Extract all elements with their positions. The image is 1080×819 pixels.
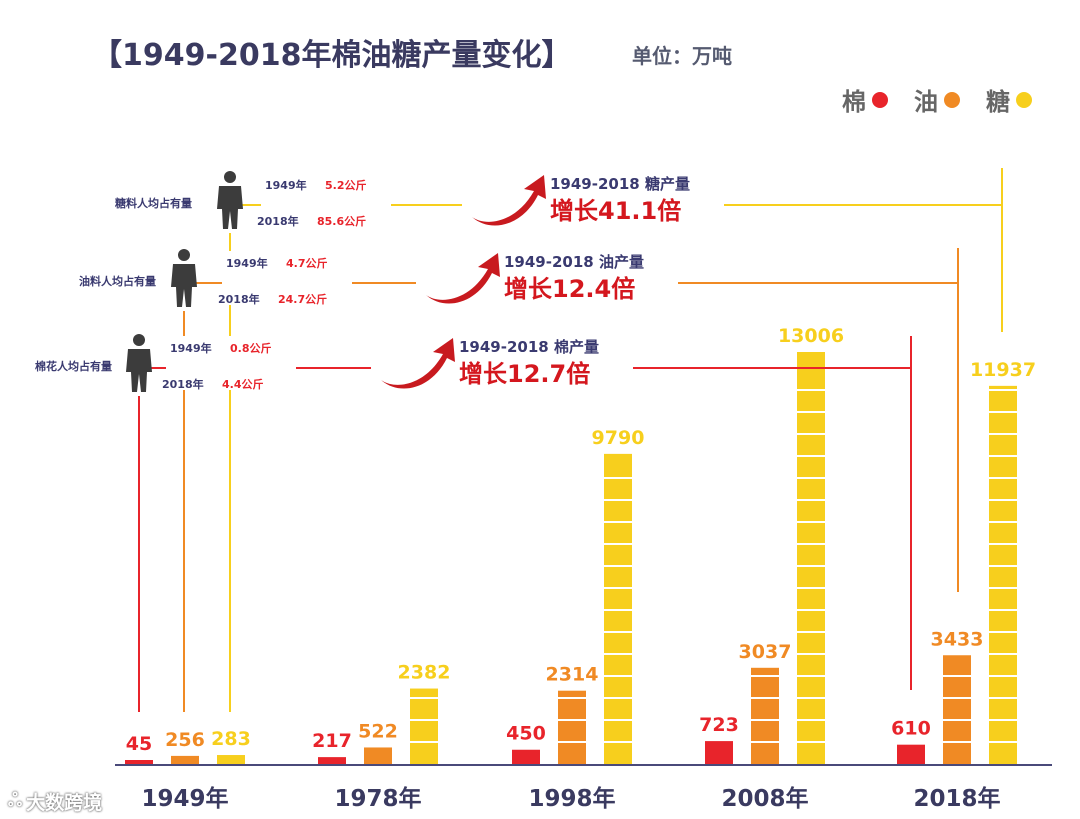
data-label: 3037 <box>739 641 792 663</box>
growth-arrow-icon <box>381 338 455 389</box>
x-tick-label: 1978年 <box>334 785 421 812</box>
per-capita-year-1949: 1949年 <box>170 341 212 355</box>
per-capita-year-2018: 2018年 <box>162 377 204 391</box>
legend-swatch-oil <box>944 91 960 108</box>
bar-sugar-1949年 <box>217 755 245 764</box>
data-label: 610 <box>891 718 931 740</box>
data-label: 2314 <box>546 664 599 686</box>
growth-title: 1949-2018 糖产量 <box>550 175 690 193</box>
x-tick-label: 1998年 <box>528 785 615 812</box>
person-icon <box>171 249 197 307</box>
per-capita-value-1949: 0.8公斤 <box>230 341 272 355</box>
data-label: 723 <box>699 714 739 736</box>
unit-label: 单位：万吨 <box>632 44 732 68</box>
bar-cotton-1949年 <box>125 760 153 764</box>
per-capita-label: 棉花人均占有量 <box>35 359 112 373</box>
bar-sugar-2018年 <box>989 385 1017 764</box>
per-capita-year-2018: 2018年 <box>218 292 260 306</box>
x-tick-label: 2018年 <box>913 785 1000 812</box>
data-label: 11937 <box>970 359 1036 381</box>
bar-sugar-2008年 <box>797 352 825 764</box>
data-label: 45 <box>126 733 152 755</box>
growth-arrow-icon <box>472 175 546 226</box>
annotation-text-backdrop <box>261 173 391 227</box>
legend-item-oil: 油 <box>914 82 960 117</box>
bar-oil-1998年 <box>558 690 586 764</box>
growth-multiplier: 增长41.1倍 <box>550 197 681 225</box>
annotation-text-backdrop <box>222 251 352 305</box>
per-capita-value-2018: 24.7公斤 <box>278 292 327 306</box>
per-capita-value-1949: 4.7公斤 <box>286 256 328 270</box>
data-label: 13006 <box>778 325 844 347</box>
bar-cotton-1998年 <box>512 749 540 764</box>
bar-cotton-1978年 <box>318 757 346 764</box>
chart-title: 【1949-2018年棉油糖产量变化】 <box>92 38 572 73</box>
bar-oil-1978年 <box>364 747 392 764</box>
per-capita-year-2018: 2018年 <box>257 214 299 228</box>
growth-multiplier: 增长12.7倍 <box>459 360 590 388</box>
per-capita-label: 糖料人均占有量 <box>115 196 192 210</box>
data-label: 3433 <box>931 628 984 650</box>
weibo-logo-icon: ஃ <box>8 790 23 811</box>
data-label: 217 <box>312 730 352 752</box>
watermark-text: 大数跨境 <box>26 792 103 814</box>
legend-label-cotton: 棉 <box>842 88 866 116</box>
growth-multiplier: 增长12.4倍 <box>504 275 635 303</box>
bar-cotton-2008年 <box>705 741 733 764</box>
per-capita-year-1949: 1949年 <box>226 256 268 270</box>
bar-oil-2008年 <box>751 667 779 764</box>
person-icon <box>126 334 152 392</box>
legend-item-cotton: 棉 <box>842 82 888 117</box>
data-label: 9790 <box>592 427 645 449</box>
growth-title: 1949-2018 棉产量 <box>459 338 599 356</box>
legend-item-sugar: 糖 <box>986 82 1032 117</box>
per-capita-year-1949: 1949年 <box>265 178 307 192</box>
watermark: ஃ 大数跨境 <box>8 788 102 815</box>
per-capita-value-2018: 85.6公斤 <box>317 214 366 228</box>
per-capita-label: 油料人均占有量 <box>79 274 156 288</box>
annotation-text-backdrop <box>166 336 296 390</box>
data-label: 256 <box>165 729 205 751</box>
bar-oil-2018年 <box>943 655 971 764</box>
data-label: 450 <box>506 723 546 745</box>
bar-oil-1949年 <box>171 755 199 764</box>
per-capita-value-2018: 4.4公斤 <box>222 377 264 391</box>
legend: 棉 油 糖 <box>842 82 1032 117</box>
x-tick-label: 2008年 <box>721 785 808 812</box>
growth-arrow-icon <box>426 253 500 304</box>
bar-cotton-2018年 <box>897 744 925 764</box>
per-capita-value-1949: 5.2公斤 <box>325 178 367 192</box>
data-label: 283 <box>211 728 251 750</box>
legend-swatch-sugar <box>1016 91 1032 108</box>
legend-label-sugar: 糖 <box>986 88 1010 116</box>
person-icon <box>217 171 243 229</box>
legend-label-oil: 油 <box>914 88 938 116</box>
data-label: 522 <box>358 720 398 742</box>
growth-title: 1949-2018 油产量 <box>504 253 644 271</box>
x-tick-label: 1949年 <box>141 785 228 812</box>
data-label: 2382 <box>398 662 451 684</box>
bar-sugar-1978年 <box>410 688 438 764</box>
bar-sugar-1998年 <box>604 453 632 764</box>
legend-swatch-cotton <box>872 91 888 108</box>
